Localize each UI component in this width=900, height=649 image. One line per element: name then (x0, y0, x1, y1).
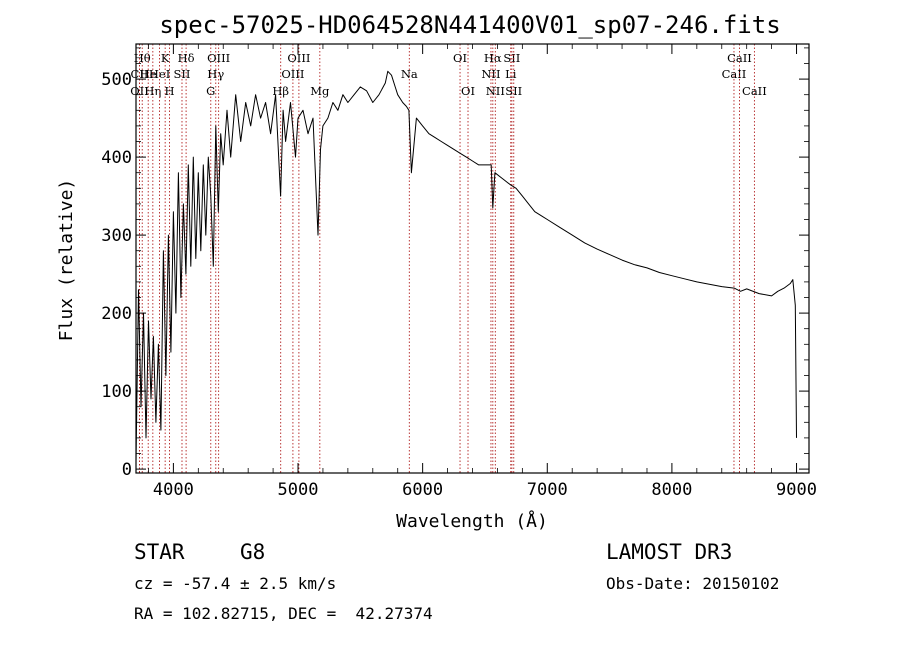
x-axis-label: Wavelength (Å) (396, 510, 548, 532)
x-tick-label-1: 5000 (278, 480, 319, 500)
spectrum-series (135, 70, 797, 462)
survey-name: LAMOST DR3 (606, 540, 733, 564)
y-tick-label-3: 300 (101, 226, 132, 246)
marker-label-14: OIII (281, 67, 304, 81)
marker-label-27: CaII (727, 51, 752, 65)
marker-label-24: SII (503, 51, 520, 65)
redshift-text: cz = -57.4 ± 2.5 km/s (134, 574, 337, 593)
marker-label-4: Hη (144, 84, 161, 98)
marker-label-2: OII (130, 84, 149, 98)
marker-label-15: OIII (287, 51, 310, 65)
marker-label-5: HeI (149, 67, 170, 81)
marker-label-19: OI (461, 84, 475, 98)
marker-label-12: OIII (207, 51, 230, 65)
y-axis-label: Flux (relative) (56, 179, 77, 342)
y-tick-label-1: 100 (101, 382, 132, 402)
y-tick-label-4: 400 (101, 148, 132, 168)
marker-label-26: CaII (722, 67, 747, 81)
chart-title: spec-57025-HD064528N441400V01_sp07-246.f… (159, 11, 780, 39)
marker-label-17: Na (401, 67, 418, 81)
marker-label-9: Hδ (178, 51, 195, 65)
line-markers: Hθ CII OII He Hη HeI K H SII Hδ G Hγ OIII Hβ OIII OIII M… (130, 44, 767, 473)
object-class: STAR (134, 540, 185, 564)
marker-label-11: Hγ (207, 67, 224, 81)
marker-label-13: Hβ (272, 84, 289, 98)
x-tick-label-3: 7000 (527, 480, 568, 500)
marker-label-0: Hθ (134, 51, 151, 65)
marker-label-28: CaII (742, 84, 767, 98)
x-tick-label-4: 8000 (651, 480, 692, 500)
marker-label-8: SII (174, 67, 191, 81)
marker-label-10: G (206, 84, 215, 98)
y-tick-label-5: 500 (101, 70, 132, 90)
x-tick-label-2: 6000 (402, 480, 443, 500)
x-tick-label-5: 9000 (776, 480, 817, 500)
series-line-flux (135, 70, 797, 462)
marker-label-22: NII (486, 84, 505, 98)
marker-label-25: SII (505, 84, 522, 98)
x-axis-ticks: 4000 5000 6000 7000 8000 9000 (148, 44, 817, 500)
y-axis-ticks: 0 100 200 300 400 500 (101, 47, 809, 480)
marker-label-6: K (161, 51, 170, 65)
y-tick-label-0: 0 (122, 460, 132, 480)
obs-date: Obs-Date: 20150102 (606, 574, 780, 593)
marker-label-21: Hα (484, 51, 502, 65)
marker-label-20: NII (481, 67, 500, 81)
marker-label-23: Li (505, 67, 517, 81)
marker-label-16: Mg (310, 84, 330, 98)
x-tick-label-0: 4000 (153, 480, 194, 500)
marker-label-18: OI (453, 51, 467, 65)
coordinates: RA = 102.82715, DEC = 42.27374 (134, 604, 433, 623)
spectral-subclass: G8 (240, 540, 266, 564)
y-tick-label-2: 200 (101, 304, 132, 324)
marker-label-3: He (140, 67, 157, 81)
marker-label-1: CII (131, 67, 149, 81)
marker-label-7: H (165, 84, 175, 98)
